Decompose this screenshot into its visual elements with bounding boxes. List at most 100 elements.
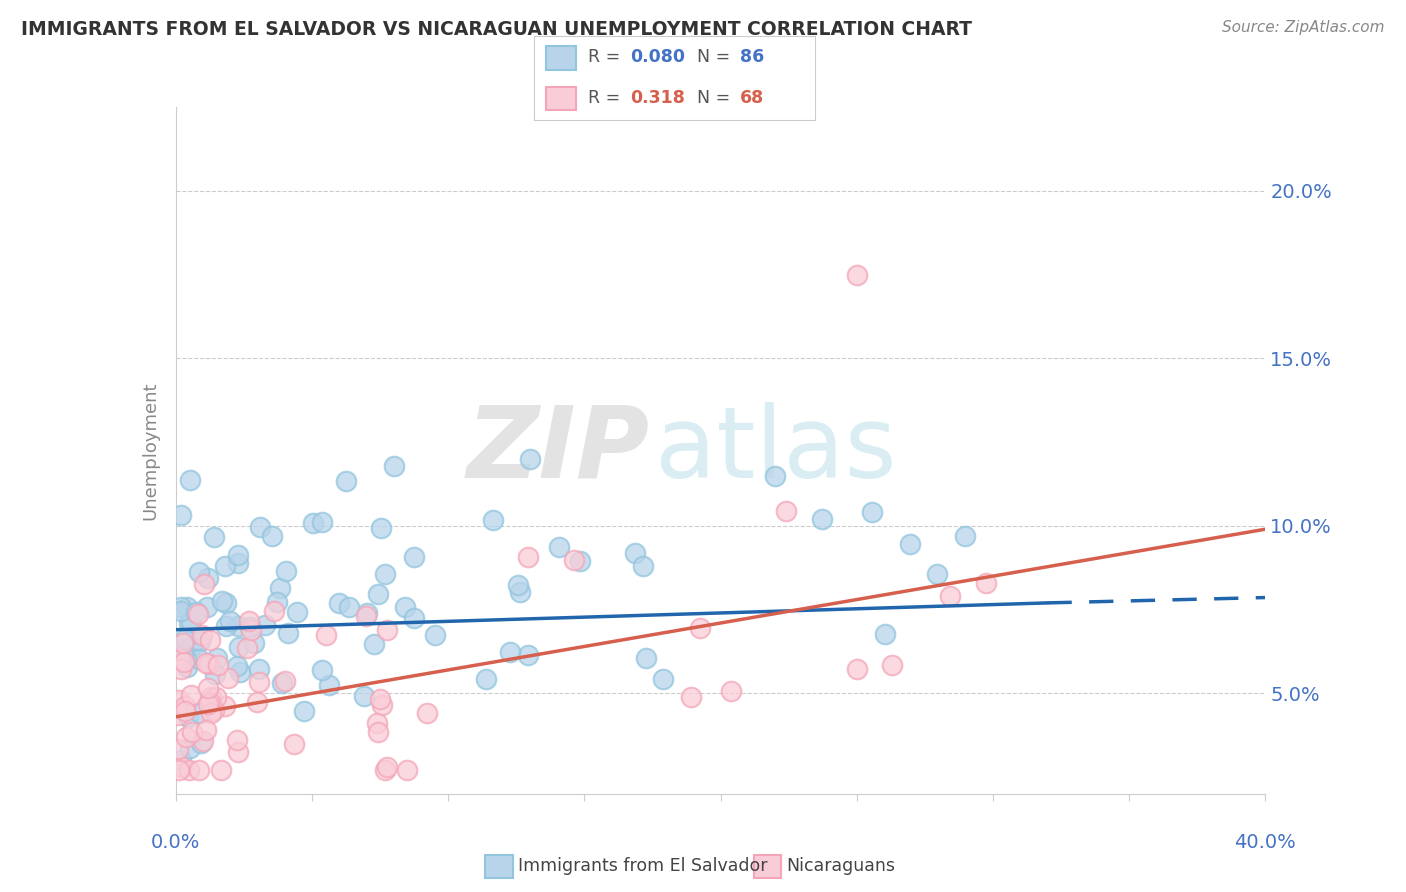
Point [172,635,194,649]
Point [652,672,675,686]
Point [167,693,190,707]
Point [269,582,291,596]
Point [186,605,208,619]
Point [187,764,209,778]
Point [263,604,285,618]
Point [173,656,195,670]
Point [200,690,222,704]
Point [516,550,538,565]
Point [562,552,585,566]
Point [402,611,425,625]
FancyBboxPatch shape [546,87,576,111]
Point [475,672,498,686]
Point [506,578,529,592]
Point [247,662,270,676]
Point [925,567,948,582]
Point [569,554,592,568]
Text: N =: N = [697,48,731,66]
Point [197,681,219,695]
Point [174,704,197,718]
Point [179,615,201,630]
Text: 86: 86 [740,48,763,66]
Point [354,609,377,624]
Point [204,667,226,681]
Text: Source: ZipAtlas.com: Source: ZipAtlas.com [1222,20,1385,35]
Point [195,656,218,670]
Point [810,512,832,526]
Point [200,706,222,720]
Point [283,737,305,751]
Point [247,675,270,690]
Point [170,600,193,615]
Point [938,590,960,604]
Point [366,716,388,731]
Point [173,698,195,713]
Point [367,725,389,739]
Point [177,709,200,723]
Point [335,474,357,488]
Point [190,736,212,750]
Point [315,628,337,642]
Text: IMMIGRANTS FROM EL SALVADOR VS NICARAGUAN UNEMPLOYMENT CORRELATION CHART: IMMIGRANTS FROM EL SALVADOR VS NICARAGUA… [21,20,972,38]
Point [900,537,922,551]
Point [519,451,541,466]
Point [373,566,395,581]
Point [188,651,211,665]
Point [180,688,202,702]
Point [215,619,238,633]
Point [197,698,219,712]
Point [226,556,249,570]
Point [193,733,215,747]
FancyBboxPatch shape [754,855,782,878]
Point [245,695,267,709]
Point [375,623,398,637]
FancyBboxPatch shape [546,45,576,70]
Text: ZIP: ZIP [467,402,650,499]
Point [301,516,323,531]
Point [775,504,797,518]
Point [205,650,228,665]
Point [276,564,298,578]
Point [382,458,405,473]
Point [328,596,350,610]
Point [202,530,225,544]
Point [225,659,247,673]
Point [176,660,198,674]
Point [207,658,229,673]
Text: Nicaraguans: Nicaraguans [786,856,896,875]
Point [173,632,195,646]
Point [681,690,703,704]
Point [170,604,193,618]
Text: R =: R = [588,48,620,66]
Text: Immigrants from El Salvador: Immigrants from El Salvador [519,856,768,875]
Point [195,599,218,614]
Point [287,606,309,620]
Point [190,628,212,642]
Point [167,764,190,778]
Point [375,760,398,774]
Point [197,570,219,584]
Point [337,599,360,614]
Point [623,546,645,560]
Point [177,764,200,778]
Point [229,665,252,680]
Point [167,741,190,756]
Point [517,648,540,662]
Point [228,618,250,632]
Point [689,621,711,635]
Point [174,731,197,745]
Point [499,645,522,659]
Point [170,642,193,657]
Point [243,635,266,649]
FancyBboxPatch shape [485,855,513,878]
Y-axis label: Unemployment: Unemployment [142,381,160,520]
Point [547,540,569,554]
Point [200,632,222,647]
Point [481,513,503,527]
Point [254,618,277,632]
Text: atlas: atlas [655,402,897,499]
Point [509,584,531,599]
Point [209,764,232,778]
Point [370,521,392,535]
Point [179,741,201,756]
